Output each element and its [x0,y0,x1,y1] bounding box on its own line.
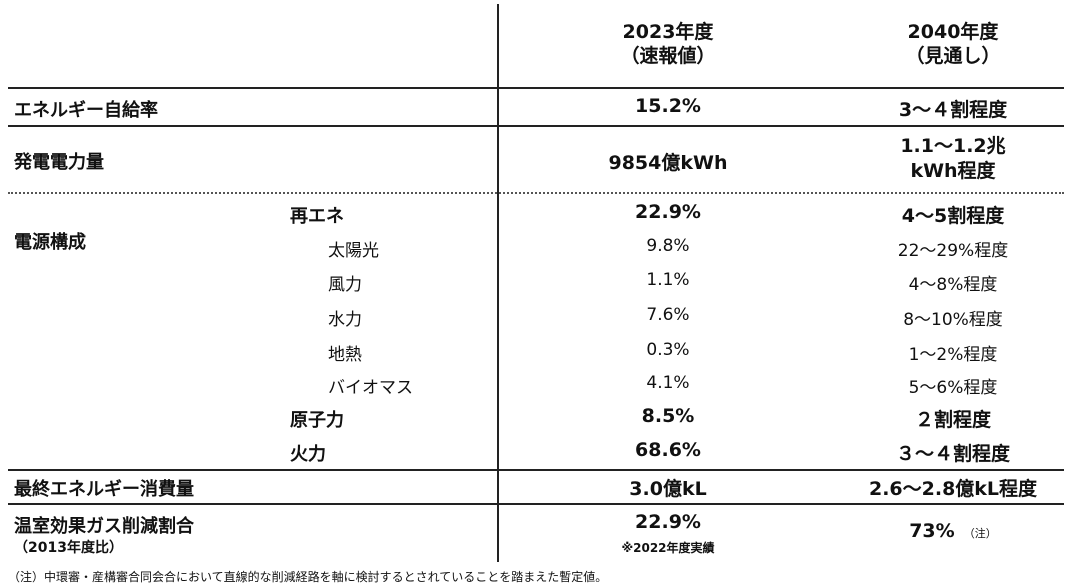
value-2023-self-sufficiency: 15.2% [635,95,701,117]
label-self-sufficiency: エネルギー自給率 [14,100,158,121]
row-divider-power-mix [8,469,1064,471]
label-renewables: 再エネ [290,206,344,227]
label-power-mix: 電源構成 [14,232,86,253]
header-2023-year: 2023年度 [622,21,714,43]
value-2040-generation: 1.1～1.2兆 kWh程度 [838,134,1068,184]
value-2023-renewables: 22.9% [635,201,701,223]
label-hydro: 水力 [328,310,362,330]
row-divider-self-sufficiency [8,125,1064,127]
value-2040-generation-line1: 1.1～1.2兆 [900,135,1006,157]
header-2023: 2023年度 （速報値） [498,20,838,68]
label-biomass: バイオマス [328,378,413,398]
value-2040-thermal: ３～４割程度 [895,443,1010,465]
value-2040-biomass: 5～6%程度 [908,378,998,398]
value-2040-solar: 22～29%程度 [897,241,1009,261]
value-2023-final-consumption: 3.0億kL [629,478,707,500]
label-solar: 太陽光 [328,241,379,261]
value-2023-thermal: 68.6% [635,439,701,461]
value-2040-ghg: 73% （注） [838,520,1068,542]
value-2040-nuclear: ２割程度 [914,409,991,431]
header-divider [8,87,1064,89]
value-2040-self-sufficiency: 3～４割程度 [898,99,1008,121]
value-2023-wind: 1.1% [646,270,690,290]
header-2040: 2040年度 （見通し） [838,20,1068,68]
value-2023-ghg: 22.9% [635,511,701,533]
label-nuclear: 原子力 [290,410,344,431]
value-2023-generation: 9854億kWh [608,152,728,174]
label-geothermal: 地熱 [328,345,362,365]
value-2040-wind: 4～8%程度 [908,275,998,295]
value-2040-ghg-main: 73% [909,520,955,542]
row-divider-final-consumption [8,503,1064,505]
value-2023-biomass: 4.1% [646,373,690,393]
value-2023-nuclear: 8.5% [641,405,695,427]
value-2040-renewables: 4～5割程度 [901,205,1005,227]
value-2040-ghg-note: （注） [963,527,997,540]
value-2023-ghg-note: ※2022年度実績 [621,541,715,555]
header-2040-year: 2040年度 [907,21,999,43]
value-2040-hydro: 8～10%程度 [903,310,1003,330]
label-thermal: 火力 [290,444,326,465]
label-wind: 風力 [328,275,362,295]
footnote: （注）中環審・産構審合同会合において直線的な削減経路を軸に検討するとされているこ… [8,570,608,584]
label-ghg: 温室効果ガス削減割合 [14,516,194,537]
dotted-divider-generation [8,192,1064,194]
value-2023-geothermal: 0.3% [646,340,690,360]
value-2040-generation-line2: kWh程度 [910,160,996,182]
label-generation: 発電電力量 [14,152,104,173]
value-2023-hydro: 7.6% [646,305,690,325]
value-2040-final-consumption: 2.6～2.8億kL程度 [868,478,1038,500]
label-ghg-baseline: （2013年度比） [14,540,123,556]
value-2023-solar: 9.8% [646,236,690,256]
value-2040-geothermal: 1～2%程度 [908,345,998,365]
header-2023-note: （速報値） [620,45,716,67]
column-divider [497,4,499,562]
label-final-consumption: 最終エネルギー消費量 [14,479,194,500]
header-2040-note: （見通し） [905,45,1001,67]
